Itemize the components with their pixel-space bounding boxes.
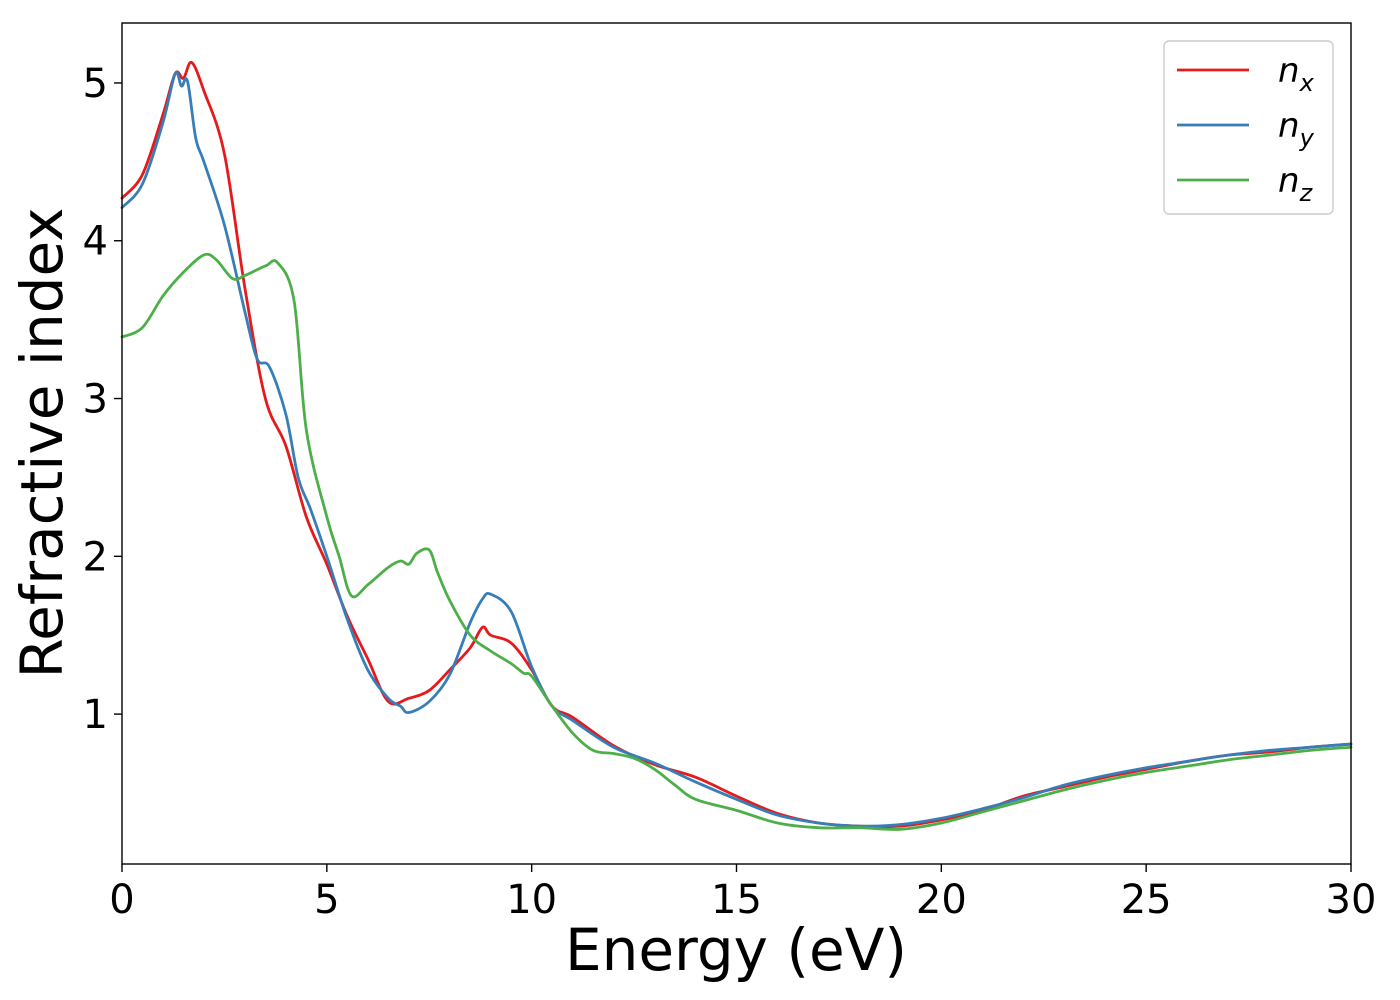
y-tick-label: 5: [83, 61, 108, 107]
plot-area: [122, 23, 1351, 864]
y-tick-label: 2: [83, 534, 108, 580]
series-line-n-y: [120, 70, 1353, 828]
legend: nx ny nz: [1163, 40, 1334, 215]
x-tick-label: 0: [109, 877, 134, 923]
y-tick-label: 1: [83, 692, 108, 738]
x-axis-title: Energy (eV): [565, 916, 907, 984]
legend-label-n-y: ny: [1278, 106, 1315, 152]
series-line-n-z: [120, 252, 1353, 831]
x-tick-label: 5: [314, 877, 339, 923]
x-tick-label: 30: [1326, 877, 1377, 923]
x-tick-label: 20: [916, 877, 967, 923]
y-axis-title: Refractive index: [8, 207, 76, 678]
y-axis: 1 2 3 4 5: [83, 61, 122, 738]
legend-label-n-z: nz: [1278, 161, 1314, 207]
y-tick-label: 4: [83, 219, 108, 265]
x-tick-label: 25: [1121, 877, 1172, 923]
legend-frame: [1163, 40, 1334, 215]
x-tick-label: 10: [506, 877, 557, 923]
legend-label-n-x: nx: [1278, 51, 1315, 97]
x-tick-label: 15: [711, 877, 762, 923]
x-axis: 0 5 10 15 20 25 30: [109, 864, 1376, 923]
series-layer: [120, 61, 1353, 831]
y-tick-label: 3: [83, 377, 108, 423]
